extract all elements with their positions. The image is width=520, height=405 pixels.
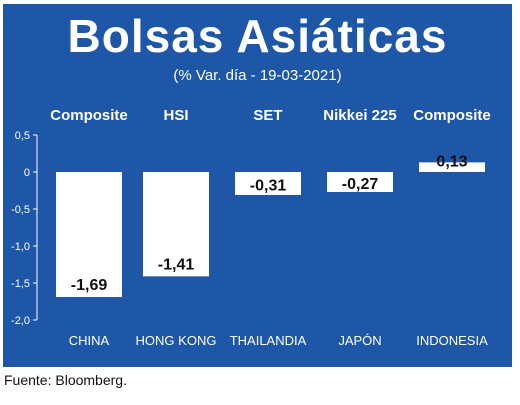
x-tick-label: HONG KONG [136,333,217,348]
index-name: Composite [50,107,128,124]
data-label: 0,13 [436,153,467,170]
bar [235,172,301,195]
y-tick-label: 0 [24,167,30,179]
bar [143,172,209,277]
y-tick-label: -1,5 [11,278,30,290]
data-label: -0,31 [250,177,287,194]
y-tick-label: -0,5 [11,204,30,216]
x-tick-label: INDONESIA [416,333,488,348]
x-tick-label: THAILANDIA [230,333,307,348]
index-name: Composite [413,107,491,124]
data-label: -0,27 [342,176,379,193]
y-tick-label: -1,0 [11,241,30,253]
y-tick-label: -2,0 [11,315,30,327]
y-tick-label: 0,5 [15,130,30,142]
bar-chart: 0,5 0 -0,5 -1,0 -1,5 -2,0 -1,69 Composite CHINA -… [11,107,491,348]
index-name: HSI [163,107,188,124]
index-name: SET [253,107,282,124]
x-tick-label: JAPÓN [338,333,381,348]
chart-subtitle: (% Var. día - 19-03-2021) [173,67,342,84]
bar [56,172,122,298]
chart-title: Bolsas Asiáticas [67,10,448,62]
data-label: -1,69 [71,277,108,294]
source-note: Fuente: Bloomberg. [4,372,127,388]
bar [419,162,485,172]
data-label: -1,41 [158,256,195,273]
x-tick-label: CHINA [69,333,110,348]
index-name: Nikkei 225 [323,107,396,124]
bar [327,172,393,192]
